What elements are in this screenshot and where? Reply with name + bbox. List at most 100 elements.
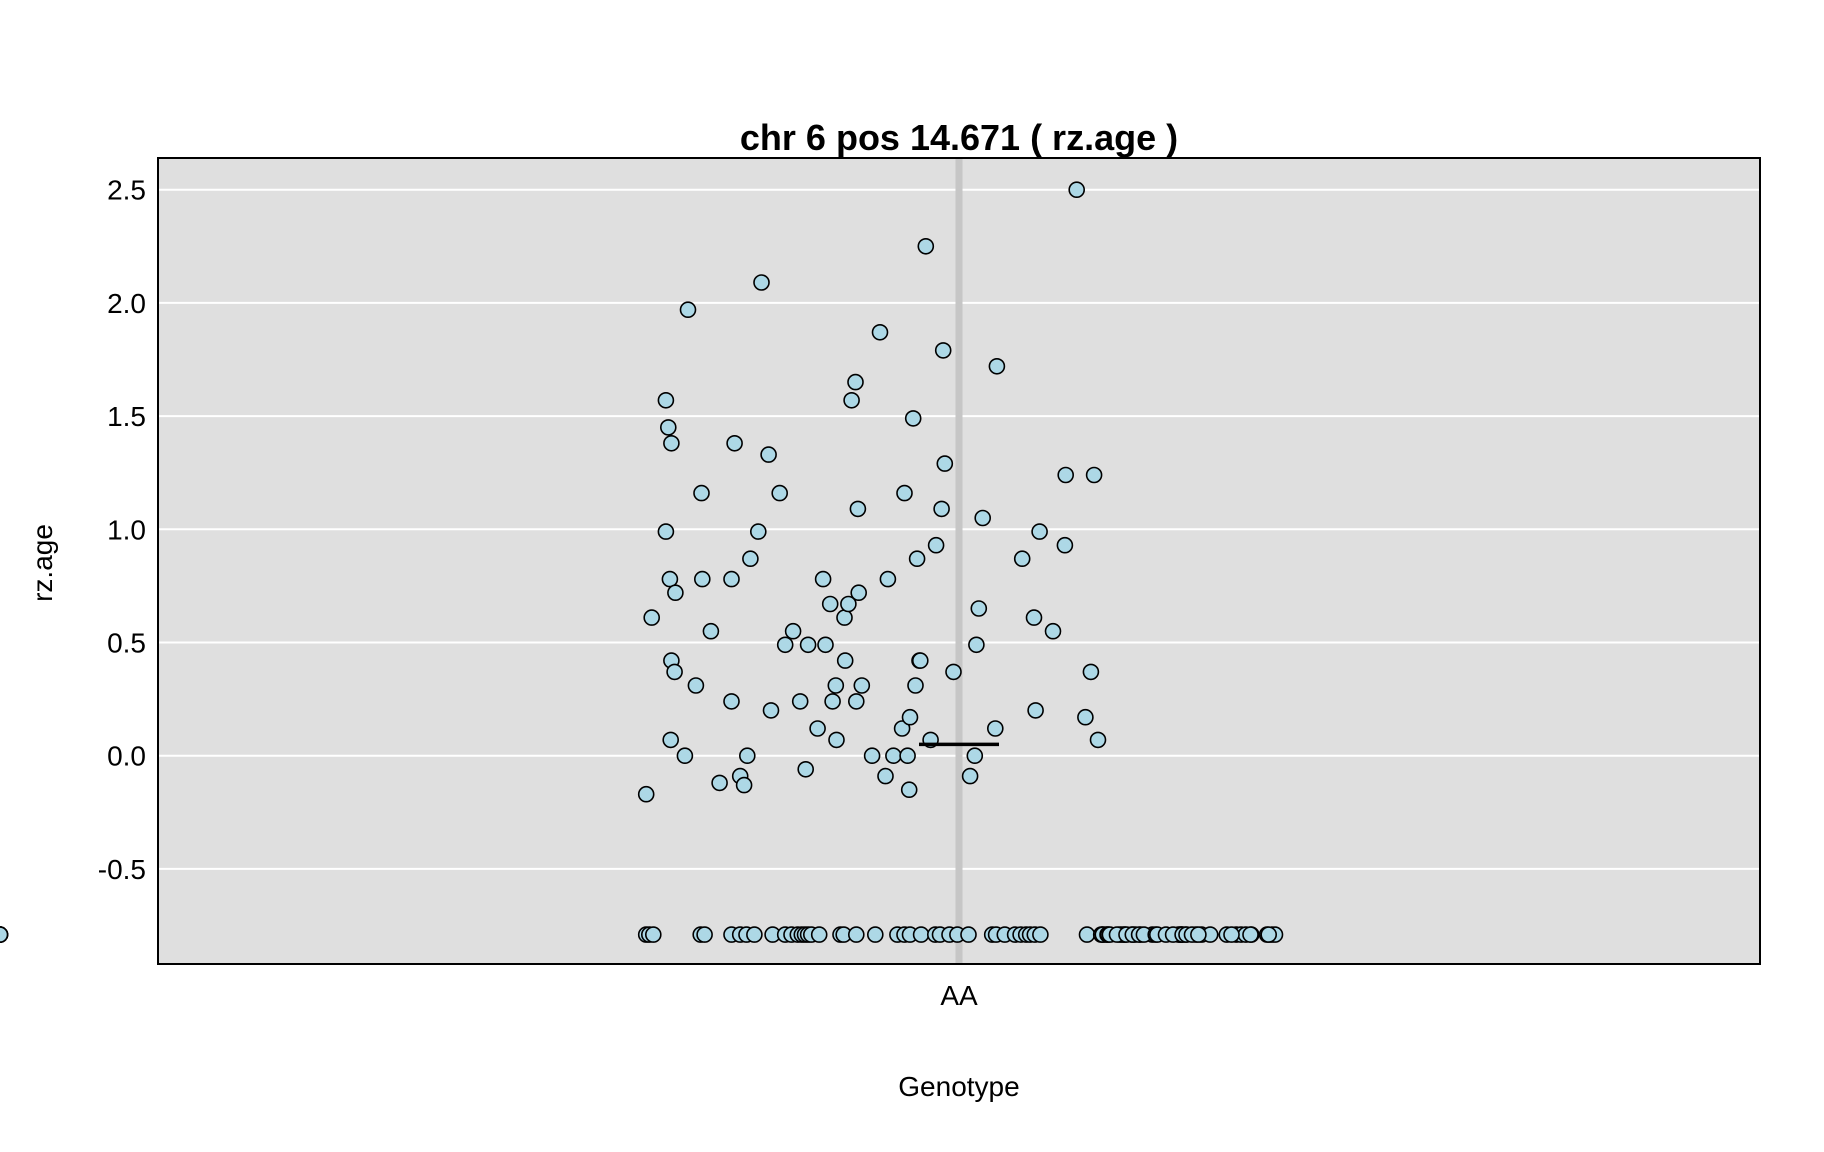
y-tick-label: -0.5	[98, 854, 146, 885]
data-point	[877, 767, 894, 785]
data-point	[1190, 926, 1207, 943]
data-point	[828, 731, 845, 749]
y-tick-label: 2.5	[107, 175, 146, 206]
data-point	[836, 609, 853, 626]
plot-panel	[0, 157, 1761, 965]
y-tick-label: 0.0	[107, 741, 146, 772]
data-point	[847, 373, 864, 391]
data-point	[849, 500, 867, 518]
data-point	[840, 595, 857, 613]
data-point	[659, 419, 677, 436]
data-point	[723, 570, 740, 588]
data-point	[927, 536, 945, 554]
data-point	[1032, 926, 1049, 943]
data-point	[676, 747, 694, 765]
x-axis-ticks: AA	[940, 980, 978, 1011]
data-point	[679, 301, 697, 319]
data-point	[871, 323, 889, 341]
data-point	[1057, 466, 1074, 484]
x-tick-label: AA	[940, 980, 978, 1011]
data-point	[1082, 663, 1100, 681]
data-point	[1025, 609, 1043, 626]
data-point	[797, 760, 815, 778]
data-point	[917, 238, 935, 255]
data-point	[663, 434, 680, 452]
data-point	[693, 484, 710, 502]
data-point	[936, 455, 954, 472]
data-point	[960, 926, 977, 943]
y-tick-label: 1.5	[107, 401, 146, 432]
data-point	[746, 926, 763, 943]
data-point	[934, 342, 952, 359]
data-point	[824, 693, 841, 710]
data-point	[1068, 181, 1085, 198]
data-point	[1089, 731, 1107, 749]
data-point	[726, 434, 743, 452]
data-point	[879, 570, 897, 588]
data-point	[662, 731, 680, 749]
data-points	[0, 181, 1284, 943]
data-point	[762, 702, 780, 719]
data-point	[643, 609, 661, 626]
data-point	[791, 693, 809, 710]
data-point	[657, 523, 675, 540]
data-point	[1242, 926, 1259, 943]
data-point	[702, 622, 720, 640]
data-point	[687, 677, 705, 694]
data-point	[885, 747, 902, 765]
data-point	[1223, 926, 1240, 943]
data-point	[1078, 926, 1096, 943]
data-point	[711, 774, 728, 792]
data-point	[666, 663, 683, 681]
data-point	[1013, 550, 1031, 568]
chart-title: chr 6 pos 14.671 ( rz.age )	[740, 117, 1178, 158]
data-point	[693, 570, 711, 588]
data-point	[974, 509, 992, 527]
data-point	[637, 785, 655, 803]
data-point	[814, 570, 832, 588]
data-point	[1260, 926, 1277, 943]
data-point	[899, 747, 916, 765]
y-tick-label: 0.5	[107, 628, 146, 659]
data-point	[749, 523, 767, 540]
data-point	[968, 636, 985, 654]
data-point	[945, 663, 962, 681]
y-axis-label: rz.age	[27, 524, 58, 602]
data-point	[760, 446, 777, 463]
data-point	[850, 584, 868, 602]
data-point	[1085, 466, 1103, 484]
data-point	[776, 636, 794, 654]
data-point	[1027, 702, 1044, 719]
data-point	[970, 600, 988, 617]
data-point	[966, 747, 984, 765]
data-point	[753, 274, 770, 291]
data-point	[827, 677, 845, 694]
data-point	[1031, 523, 1048, 540]
data-point	[847, 693, 865, 710]
data-point	[1044, 622, 1062, 640]
data-point	[821, 595, 839, 613]
data-point	[843, 391, 860, 409]
data-point	[738, 747, 756, 765]
data-point	[901, 708, 919, 726]
data-point	[799, 636, 817, 654]
data-point	[866, 926, 884, 943]
data-point	[933, 500, 950, 518]
data-point	[847, 926, 865, 943]
data-point	[908, 550, 926, 568]
data-point	[817, 636, 834, 654]
data-point	[809, 720, 826, 737]
data-point	[644, 926, 662, 943]
data-point	[784, 622, 802, 640]
y-tick-label: 1.0	[107, 514, 146, 545]
data-point	[900, 781, 918, 799]
data-point	[907, 677, 924, 694]
data-point	[723, 693, 740, 710]
data-point	[904, 410, 922, 427]
data-point	[735, 776, 753, 794]
data-point	[986, 720, 1004, 737]
data-point	[961, 767, 979, 785]
data-point	[1056, 536, 1074, 554]
data-point	[661, 570, 679, 588]
